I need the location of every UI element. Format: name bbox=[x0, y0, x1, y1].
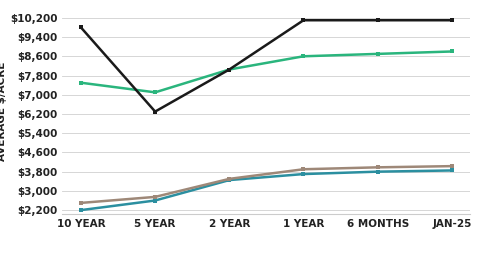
Brown bbox=[375, 52, 381, 56]
Brown bbox=[300, 55, 306, 58]
Brown bbox=[227, 68, 232, 71]
Clay bbox=[375, 19, 381, 22]
Line: Miami: Miami bbox=[79, 164, 454, 205]
Clay bbox=[227, 68, 232, 71]
Clay bbox=[300, 19, 306, 22]
Neosho bbox=[300, 172, 306, 176]
Clay bbox=[152, 110, 158, 113]
Miami bbox=[78, 201, 84, 205]
Clay bbox=[78, 26, 84, 29]
Y-axis label: AVERAGE $/ACRE: AVERAGE $/ACRE bbox=[0, 61, 7, 161]
Miami bbox=[449, 164, 455, 168]
Miami bbox=[375, 166, 381, 169]
Clay bbox=[449, 19, 455, 22]
Brown bbox=[449, 50, 455, 53]
Neosho bbox=[227, 178, 232, 182]
Brown bbox=[78, 81, 84, 84]
Line: Neosho: Neosho bbox=[79, 168, 454, 213]
Line: Brown: Brown bbox=[79, 49, 454, 95]
Neosho bbox=[449, 169, 455, 172]
Line: Clay: Clay bbox=[79, 18, 454, 114]
Neosho bbox=[152, 199, 158, 202]
Neosho bbox=[375, 170, 381, 173]
Miami bbox=[227, 177, 232, 181]
Miami bbox=[300, 168, 306, 171]
Neosho bbox=[78, 209, 84, 212]
Brown bbox=[152, 91, 158, 94]
Miami bbox=[152, 195, 158, 199]
